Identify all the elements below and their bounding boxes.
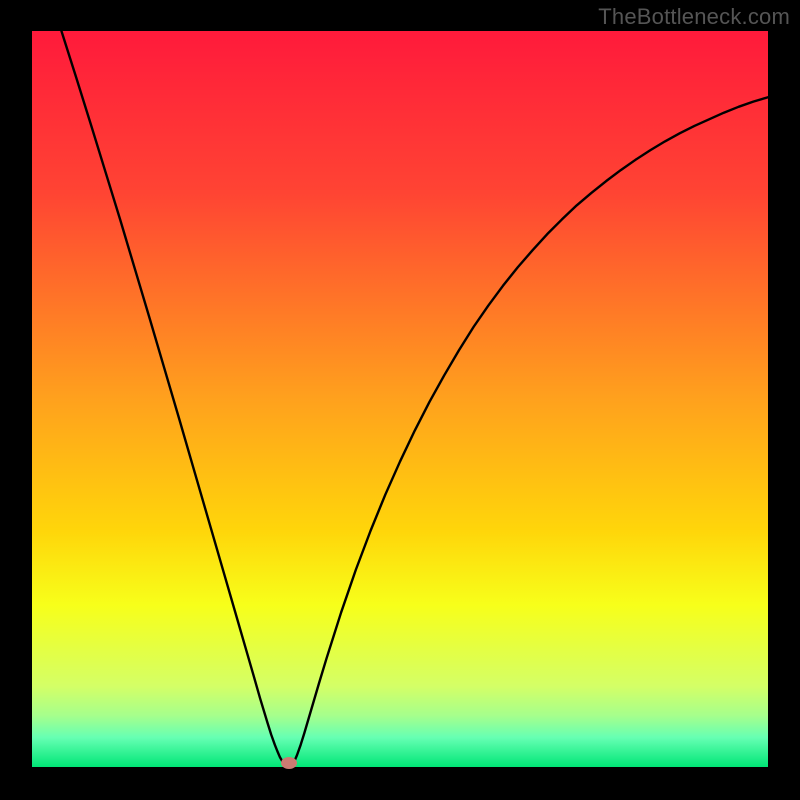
chart-plot-area	[32, 31, 768, 767]
minimum-point-marker	[281, 757, 297, 769]
watermark-text: TheBottleneck.com	[598, 4, 790, 30]
